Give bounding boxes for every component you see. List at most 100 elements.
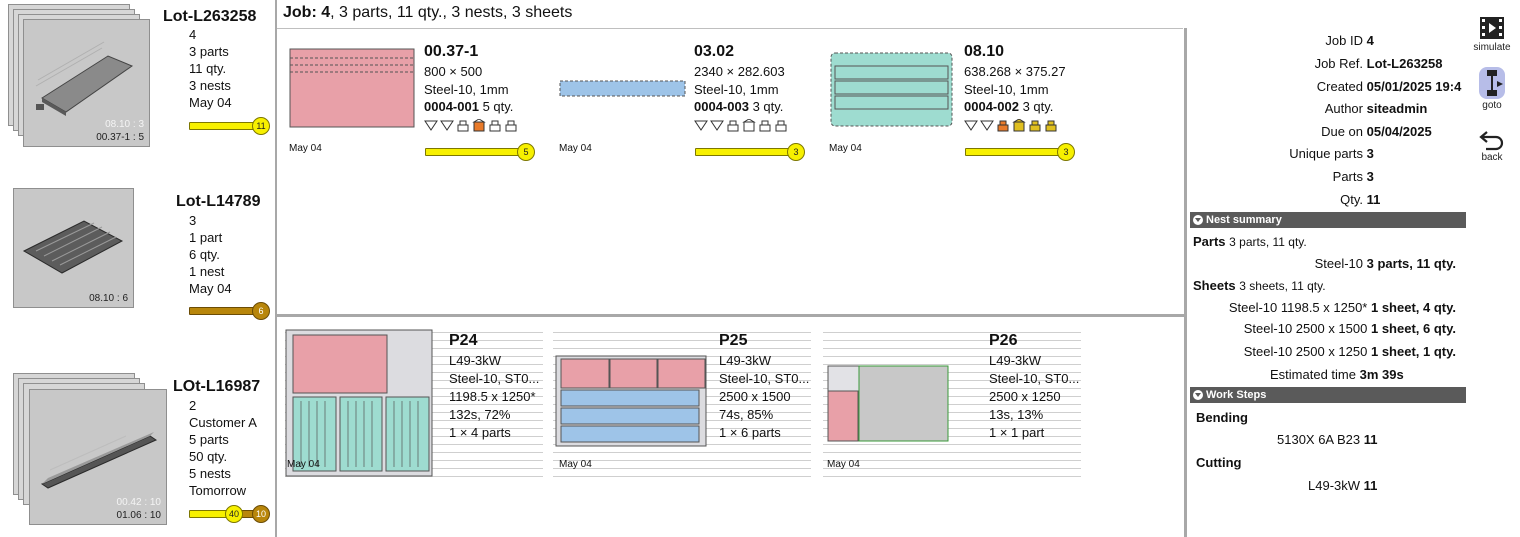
nest-machine: L49-3kW xyxy=(989,353,1042,368)
part-dimensions: 800 × 500 xyxy=(424,64,483,79)
goto-icon xyxy=(1479,67,1505,99)
part-qty: 3 qty. xyxy=(1018,99,1054,114)
film-icon xyxy=(1480,17,1504,39)
summary-parts: Parts 3 parts, 11 qty. xyxy=(1193,234,1307,249)
nest-sheet-size: 2500 x 1500 xyxy=(719,389,791,404)
nest-sheet-preview xyxy=(555,355,707,447)
nest-time: 74s, 85% xyxy=(719,407,774,422)
part-material: Steel-10, 1mm xyxy=(424,82,509,97)
summary-sheet-1: Steel-10 1198.5 x 1250* 1 sheet, 4 qty. xyxy=(1228,300,1456,315)
lot-name: Lot-L14789 xyxy=(176,193,261,210)
lot-progress-bar xyxy=(189,122,261,130)
nest-date: May 04 xyxy=(559,459,592,470)
lot-item[interactable]: 00.42 : 10 01.06 : 10 LOt-L16987 2 Custo… xyxy=(0,365,272,537)
operation-icons xyxy=(694,119,788,132)
work-step-cutting-item: L49-3kW 11 xyxy=(1308,478,1378,493)
part-card[interactable]: 00.37-1 800 × 500 Steel-10, 1mm 0004-001… xyxy=(289,43,549,167)
lot-parts: 5 parts xyxy=(189,432,229,447)
info-qty: Qty. 11 xyxy=(1340,192,1381,207)
info-author: Author siteadmin xyxy=(1324,101,1428,116)
part-ref: 0004-001 xyxy=(424,99,479,114)
lot-count: 2 xyxy=(189,398,197,413)
bend-down-icon xyxy=(980,120,994,131)
info-job-id: Job ID 4 xyxy=(1325,33,1374,48)
flip-icon xyxy=(472,119,486,132)
lot-date: May 04 xyxy=(189,95,232,110)
lot-qty: 6 qty. xyxy=(189,247,220,262)
nest-card[interactable]: P25 L49-3kW Steel-10, ST0... 2500 x 1500… xyxy=(553,325,811,477)
part-date: May 04 xyxy=(829,143,862,154)
nest-time: 13s, 13% xyxy=(989,407,1044,422)
stack-icon xyxy=(759,120,771,132)
job-header: Job: 4, 3 parts, 11 qty., 3 nests, 3 she… xyxy=(283,4,572,22)
lot-count: 4 xyxy=(189,27,197,42)
collapse-icon xyxy=(1193,390,1203,400)
lot-parts: 1 part xyxy=(189,230,223,245)
operation-icons xyxy=(964,119,1058,132)
work-steps-header[interactable]: Work Steps xyxy=(1190,387,1466,403)
nest-material: Steel-10, ST0... xyxy=(449,371,540,386)
bend-down-icon xyxy=(440,120,454,131)
part-title: 08.10 xyxy=(964,43,1005,60)
lot-parts: 3 parts xyxy=(189,44,229,59)
info-created: Created 05/01/2025 19:4 xyxy=(1316,79,1462,94)
lot-qty: 11 qty. xyxy=(189,61,227,76)
lot-progress-count-secondary: 10 xyxy=(252,505,270,523)
part-preview-icon xyxy=(35,41,134,116)
lot-progress-count: 40 xyxy=(225,505,243,523)
nest-time: 132s, 72% xyxy=(449,407,511,422)
lot-name: LOt-L16987 xyxy=(173,378,261,395)
info-panel-divider[interactable] xyxy=(1184,28,1187,537)
nest-card[interactable]: P26 L49-3kW Steel-10, ST0... 2500 x 1250… xyxy=(823,325,1081,477)
lot-nests: 1 nest xyxy=(189,264,225,279)
lot-ghost-code: 08.10 : 3 xyxy=(105,119,144,130)
info-job-ref: Job Ref. Lot-L263258 xyxy=(1314,56,1443,71)
collapse-icon xyxy=(1193,215,1203,225)
nest-date: May 04 xyxy=(827,459,860,470)
summary-sheets: Sheets 3 sheets, 11 qty. xyxy=(1193,278,1326,293)
lot-date: May 04 xyxy=(189,281,232,296)
lot-code: 00.37-1 : 5 xyxy=(96,132,144,143)
bend-down-icon xyxy=(694,120,708,131)
lot-code: 01.06 : 10 xyxy=(116,510,161,521)
lot-progress-count: 6 xyxy=(252,302,270,320)
work-step-bending: Bending xyxy=(1196,410,1248,425)
info-parts: Parts 3 xyxy=(1332,169,1374,184)
summary-sheet-3: Steel-10 2500 x 1250 1 sheet, 1 qty. xyxy=(1243,344,1456,359)
info-due: Due on 05/04/2025 xyxy=(1321,124,1432,139)
nest-title: P24 xyxy=(449,332,478,349)
part-shape-icon xyxy=(289,48,415,128)
part-qty: 5 qty. xyxy=(478,99,514,114)
lot-item[interactable]: 08.10 : 6 Lot-L14789 3 1 part 6 qty. 1 n… xyxy=(0,180,272,320)
flip-icon xyxy=(1012,119,1026,132)
job-summary: , 3 parts, 11 qty., 3 nests, 3 sheets xyxy=(330,4,573,21)
stack-icon xyxy=(457,120,469,132)
part-card[interactable]: 08.10 638.268 × 375.27 Steel-10, 1mm 000… xyxy=(829,43,1089,167)
nest-count: 1 × 6 parts xyxy=(719,425,781,440)
nest-sheet-preview xyxy=(285,329,433,477)
part-progress-bar xyxy=(695,148,795,156)
part-material: Steel-10, 1mm xyxy=(694,82,779,97)
simulate-button[interactable]: simulate xyxy=(1470,14,1514,53)
lot-count: 3 xyxy=(189,213,197,228)
nest-summary-header[interactable]: Nest summary xyxy=(1190,212,1466,228)
lot-code: 08.10 : 6 xyxy=(89,293,128,304)
summary-sheet-2: Steel-10 2500 x 1500 1 sheet, 6 qty. xyxy=(1243,321,1456,336)
column-divider[interactable] xyxy=(275,0,277,537)
work-step-bending-item: 5130X 6A B23 11 xyxy=(1277,432,1378,447)
back-button[interactable]: back xyxy=(1470,128,1514,163)
part-ref: 0004-002 xyxy=(964,99,1019,114)
nest-sheet-preview xyxy=(827,365,949,442)
part-progress-count: 3 xyxy=(787,143,805,161)
lot-item[interactable]: 08.10 : 3 00.37-1 : 5 Lot-L263258 4 3 pa… xyxy=(0,0,272,160)
stack-icon xyxy=(997,120,1009,132)
panel-divider[interactable] xyxy=(277,314,1185,317)
part-card[interactable]: 03.02 2340 × 282.603 Steel-10, 1mm 0004-… xyxy=(559,43,819,167)
lot-thumbnail: 08.10 : 6 xyxy=(13,188,134,308)
job-label: Job: xyxy=(283,4,317,21)
goto-button[interactable]: goto xyxy=(1470,66,1514,111)
work-step-cutting: Cutting xyxy=(1196,455,1242,470)
part-ref: 0004-003 xyxy=(694,99,749,114)
nest-machine: L49-3kW xyxy=(719,353,772,368)
nest-card[interactable]: P24 L49-3kW Steel-10, ST0... 1198.5 x 12… xyxy=(285,325,543,477)
